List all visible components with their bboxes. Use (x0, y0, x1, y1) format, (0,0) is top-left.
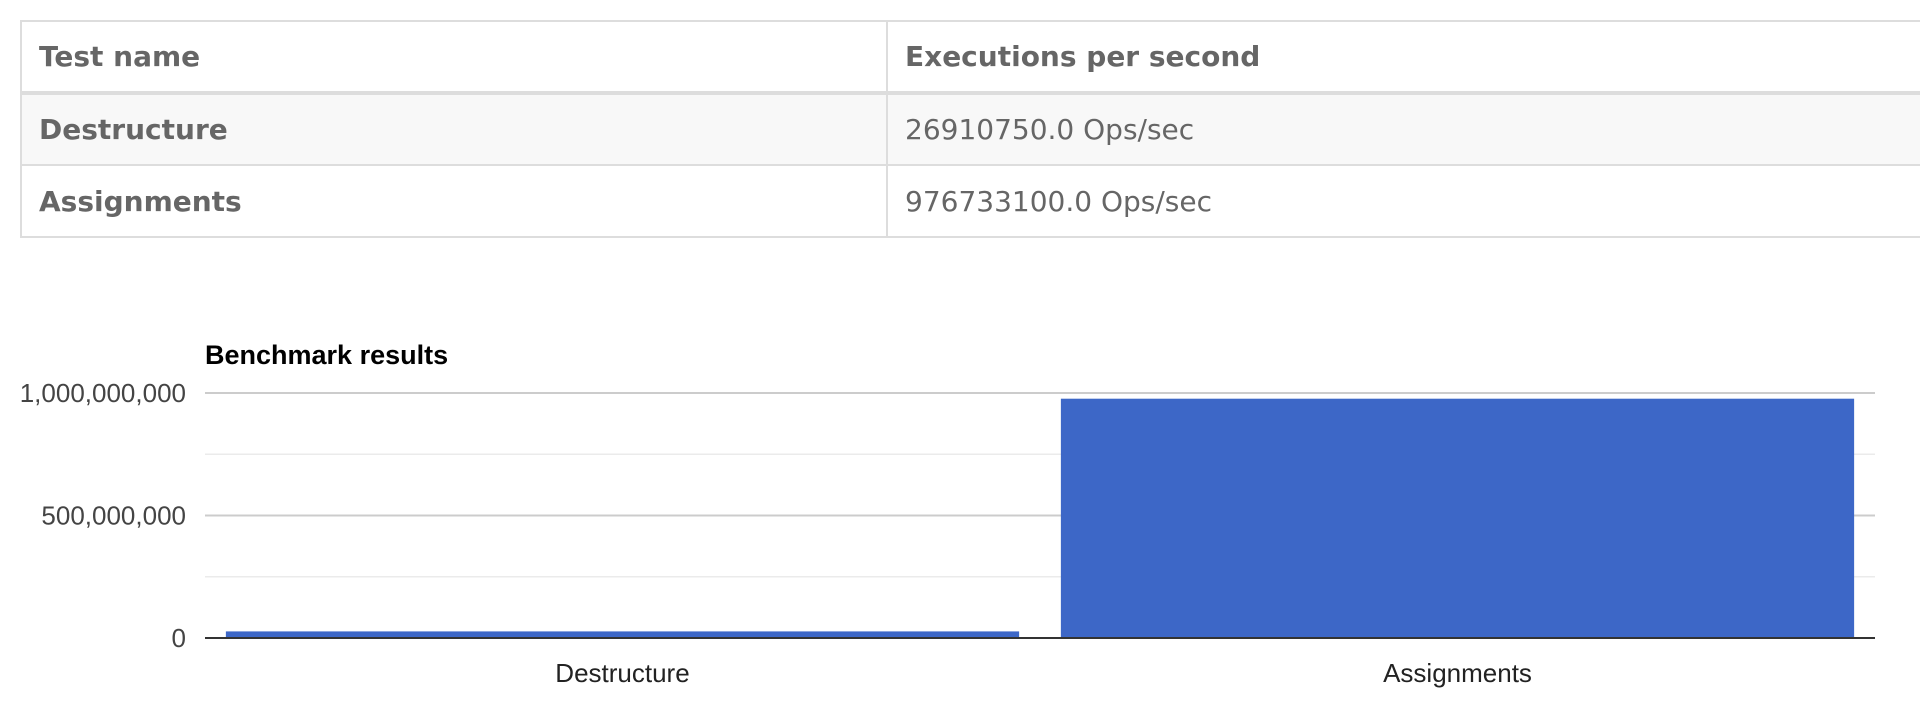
gridlines (205, 392, 1875, 578)
test-name-cell: Destructure (20, 92, 888, 166)
bar-destructure (225, 631, 1020, 638)
x-tick-label: Assignments (1383, 658, 1532, 688)
x-tick-label: Destructure (555, 658, 689, 688)
test-name-cell: Assignments (20, 164, 888, 238)
table-row: Assignments 976733100.0 Ops/sec (20, 164, 1920, 238)
results-table: Test name Executions per second Destruct… (20, 20, 1920, 238)
ops-per-sec-cell: 26910750.0 Ops/sec (886, 92, 1920, 166)
chart-title: Benchmark results (205, 340, 448, 370)
column-header-test-name: Test name (20, 20, 888, 95)
bar-assignments (1060, 398, 1855, 638)
y-tick-label: 1,000,000,000 (20, 378, 186, 408)
table-row: Destructure 26910750.0 Ops/sec (20, 92, 1920, 166)
table-header-row: Test name Executions per second (20, 20, 1920, 95)
y-tick-label: 0 (172, 623, 186, 653)
column-header-executions: Executions per second (886, 20, 1920, 95)
y-tick-label: 500,000,000 (41, 501, 186, 531)
labels: 0 500,000,000 1,000,000,000 Destructure Assi… (20, 378, 1532, 688)
bars (225, 398, 1855, 638)
ops-per-sec-cell: 976733100.0 Ops/sec (886, 164, 1920, 238)
